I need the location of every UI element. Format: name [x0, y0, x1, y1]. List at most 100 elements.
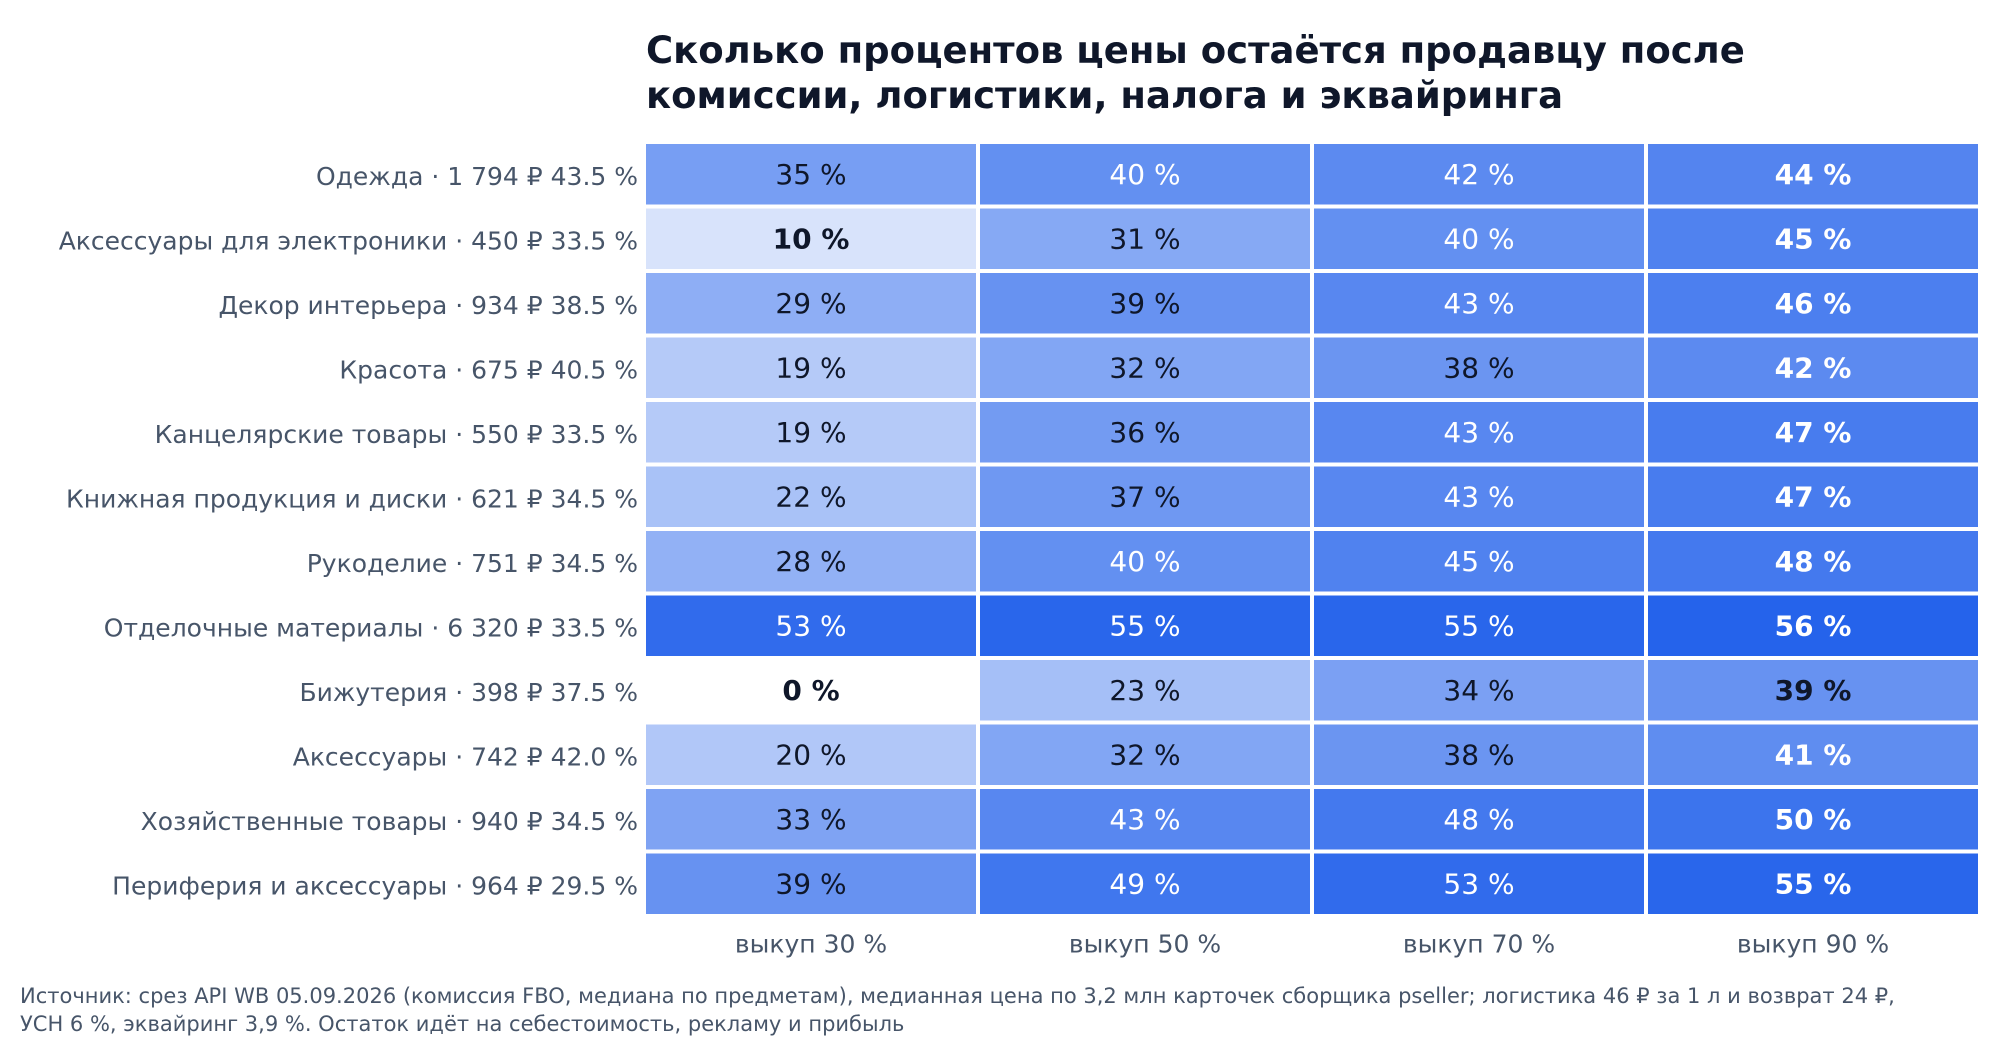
- cell-value-label: 41 %: [1775, 738, 1852, 771]
- cell-value-label: 45 %: [1775, 222, 1852, 255]
- heatmap-cell: [980, 273, 1310, 334]
- heatmap-cell: [646, 660, 976, 721]
- row-label: Красота · 675 ₽ 40.5 %: [339, 355, 638, 384]
- cell-value-label: 55 %: [1443, 609, 1514, 642]
- cell-value-label: 32 %: [1109, 351, 1180, 384]
- row-label: Хозяйственные товары · 940 ₽ 34.5 %: [141, 807, 638, 836]
- heatmap-cell: [980, 595, 1310, 656]
- cell-value-label: 19 %: [775, 416, 846, 449]
- cell-value-label: 43 %: [1109, 803, 1180, 836]
- heatmap-cell: [980, 724, 1310, 785]
- heatmap-cell: [1648, 273, 1978, 334]
- heatmap-cell: [646, 789, 976, 850]
- cell-value-label: 10 %: [773, 222, 850, 255]
- row-label: Отделочные материалы · 6 320 ₽ 33.5 %: [104, 613, 638, 642]
- cell-value-label: 40 %: [1109, 545, 1180, 578]
- heatmap-cell: [980, 208, 1310, 269]
- cell-value-label: 48 %: [1775, 545, 1852, 578]
- cell-value-label: 42 %: [1443, 158, 1514, 191]
- row-label: Рукоделие · 751 ₽ 34.5 %: [307, 549, 638, 578]
- row-label: Одежда · 1 794 ₽ 43.5 %: [316, 162, 638, 191]
- cell-value-label: 50 %: [1775, 803, 1852, 836]
- cell-value-label: 28 %: [775, 545, 846, 578]
- cell-value-label: 19 %: [775, 351, 846, 384]
- heatmap-cell: [1314, 789, 1644, 850]
- cell-value-label: 39 %: [1775, 674, 1852, 707]
- column-label: выкуп 90 %: [1737, 930, 1889, 959]
- cell-value-label: 20 %: [775, 738, 846, 771]
- heatmap-cell: [1648, 208, 1978, 269]
- cell-value-label: 55 %: [1775, 867, 1852, 900]
- cell-value-label: 29 %: [775, 287, 846, 320]
- row-label: Книжная продукция и диски · 621 ₽ 34.5 %: [66, 484, 638, 513]
- heatmap-cell: [980, 789, 1310, 850]
- column-label: выкуп 50 %: [1069, 930, 1221, 959]
- cell-value-label: 23 %: [1109, 674, 1180, 707]
- heatmap-cell: [1314, 337, 1644, 398]
- cell-value-label: 35 %: [775, 158, 846, 191]
- cell-value-label: 53 %: [1443, 867, 1514, 900]
- row-labels: Одежда · 1 794 ₽ 43.5 % Аксессуары для эл…: [59, 162, 638, 901]
- cell-value-label: 47 %: [1775, 480, 1852, 513]
- heatmap-cell: [980, 337, 1310, 398]
- heatmap-cell: [646, 531, 976, 592]
- cell-value-label: 32 %: [1109, 738, 1180, 771]
- cell-value-label: 55 %: [1109, 609, 1180, 642]
- cell-value-label: 40 %: [1109, 158, 1180, 191]
- heatmap-cell: [1314, 595, 1644, 656]
- cell-value-label: 43 %: [1443, 480, 1514, 513]
- cell-value-label: 38 %: [1443, 738, 1514, 771]
- heatmap-cell: [646, 853, 976, 914]
- heatmap-cell: [1648, 789, 1978, 850]
- source-note: Источник: срез API WB 05.09.2026 (комисс…: [20, 984, 1895, 1036]
- heatmap-cell: [980, 402, 1310, 463]
- heatmap-cell: [1648, 724, 1978, 785]
- heatmap-cell: [1314, 208, 1644, 269]
- cell-value-label: 46 %: [1775, 287, 1852, 320]
- heatmap-cell: [646, 724, 976, 785]
- cell-value-label: 22 %: [775, 480, 846, 513]
- heatmap-cell: [646, 402, 976, 463]
- heatmap-cell: [980, 853, 1310, 914]
- heatmap-cell: [646, 273, 976, 334]
- chart-title: Сколько процентов цены остаётся продавцу…: [646, 29, 1745, 117]
- heatmap-cell: [1648, 402, 1978, 463]
- cell-value-label: 34 %: [1443, 674, 1514, 707]
- cell-value-label: 39 %: [775, 867, 846, 900]
- heatmap-cell: [1314, 724, 1644, 785]
- heatmap-cell: [646, 595, 976, 656]
- cell-value-label: 43 %: [1443, 287, 1514, 320]
- heatmap-chart: 35 % 40 % 42 % 44 % 10 % 31 % 40 % 45 % 29 % 39 %…: [59, 144, 1978, 959]
- row-label: Аксессуары · 742 ₽ 42.0 %: [293, 742, 638, 771]
- heatmap-cell: [1648, 660, 1978, 721]
- cell-value-label: 43 %: [1443, 416, 1514, 449]
- cell-value-label: 38 %: [1443, 351, 1514, 384]
- cell-value-label: 49 %: [1109, 867, 1180, 900]
- cell-value-label: 42 %: [1775, 351, 1852, 384]
- cell-value-label: 40 %: [1443, 222, 1514, 255]
- cell-value-label: 39 %: [1109, 287, 1180, 320]
- heatmap-cell: [1314, 531, 1644, 592]
- heatmap-cell: [646, 144, 976, 205]
- heatmap-cell: [1314, 853, 1644, 914]
- cell-value-label: 0 %: [782, 674, 839, 707]
- row-label: Декор интерьера · 934 ₽ 38.5 %: [218, 291, 638, 320]
- column-labels: выкуп 30 % выкуп 50 % выкуп 70 % выкуп 90 %: [735, 930, 1889, 959]
- heatmap-cell: [980, 531, 1310, 592]
- heatmap-cell: [1314, 144, 1644, 205]
- cell-value-label: 53 %: [775, 609, 846, 642]
- cell-value-label: 33 %: [775, 803, 846, 836]
- cell-value-label: 48 %: [1443, 803, 1514, 836]
- row-label: Бижутерия · 398 ₽ 37.5 %: [299, 678, 638, 707]
- cell-value-label: 45 %: [1443, 545, 1514, 578]
- heatmap-cell: [1648, 337, 1978, 398]
- heatmap-cell: [1314, 402, 1644, 463]
- heatmap-cell: [1314, 660, 1644, 721]
- heatmap-cell: [980, 466, 1310, 527]
- heatmap-cell: [1648, 466, 1978, 527]
- cell-value-label: 31 %: [1109, 222, 1180, 255]
- cell-value-label: 56 %: [1775, 609, 1852, 642]
- heatmap-cell: [1314, 273, 1644, 334]
- row-label: Аксессуары для электроники · 450 ₽ 33.5 …: [59, 226, 638, 255]
- row-label: Периферия и аксессуары · 964 ₽ 29.5 %: [112, 871, 638, 900]
